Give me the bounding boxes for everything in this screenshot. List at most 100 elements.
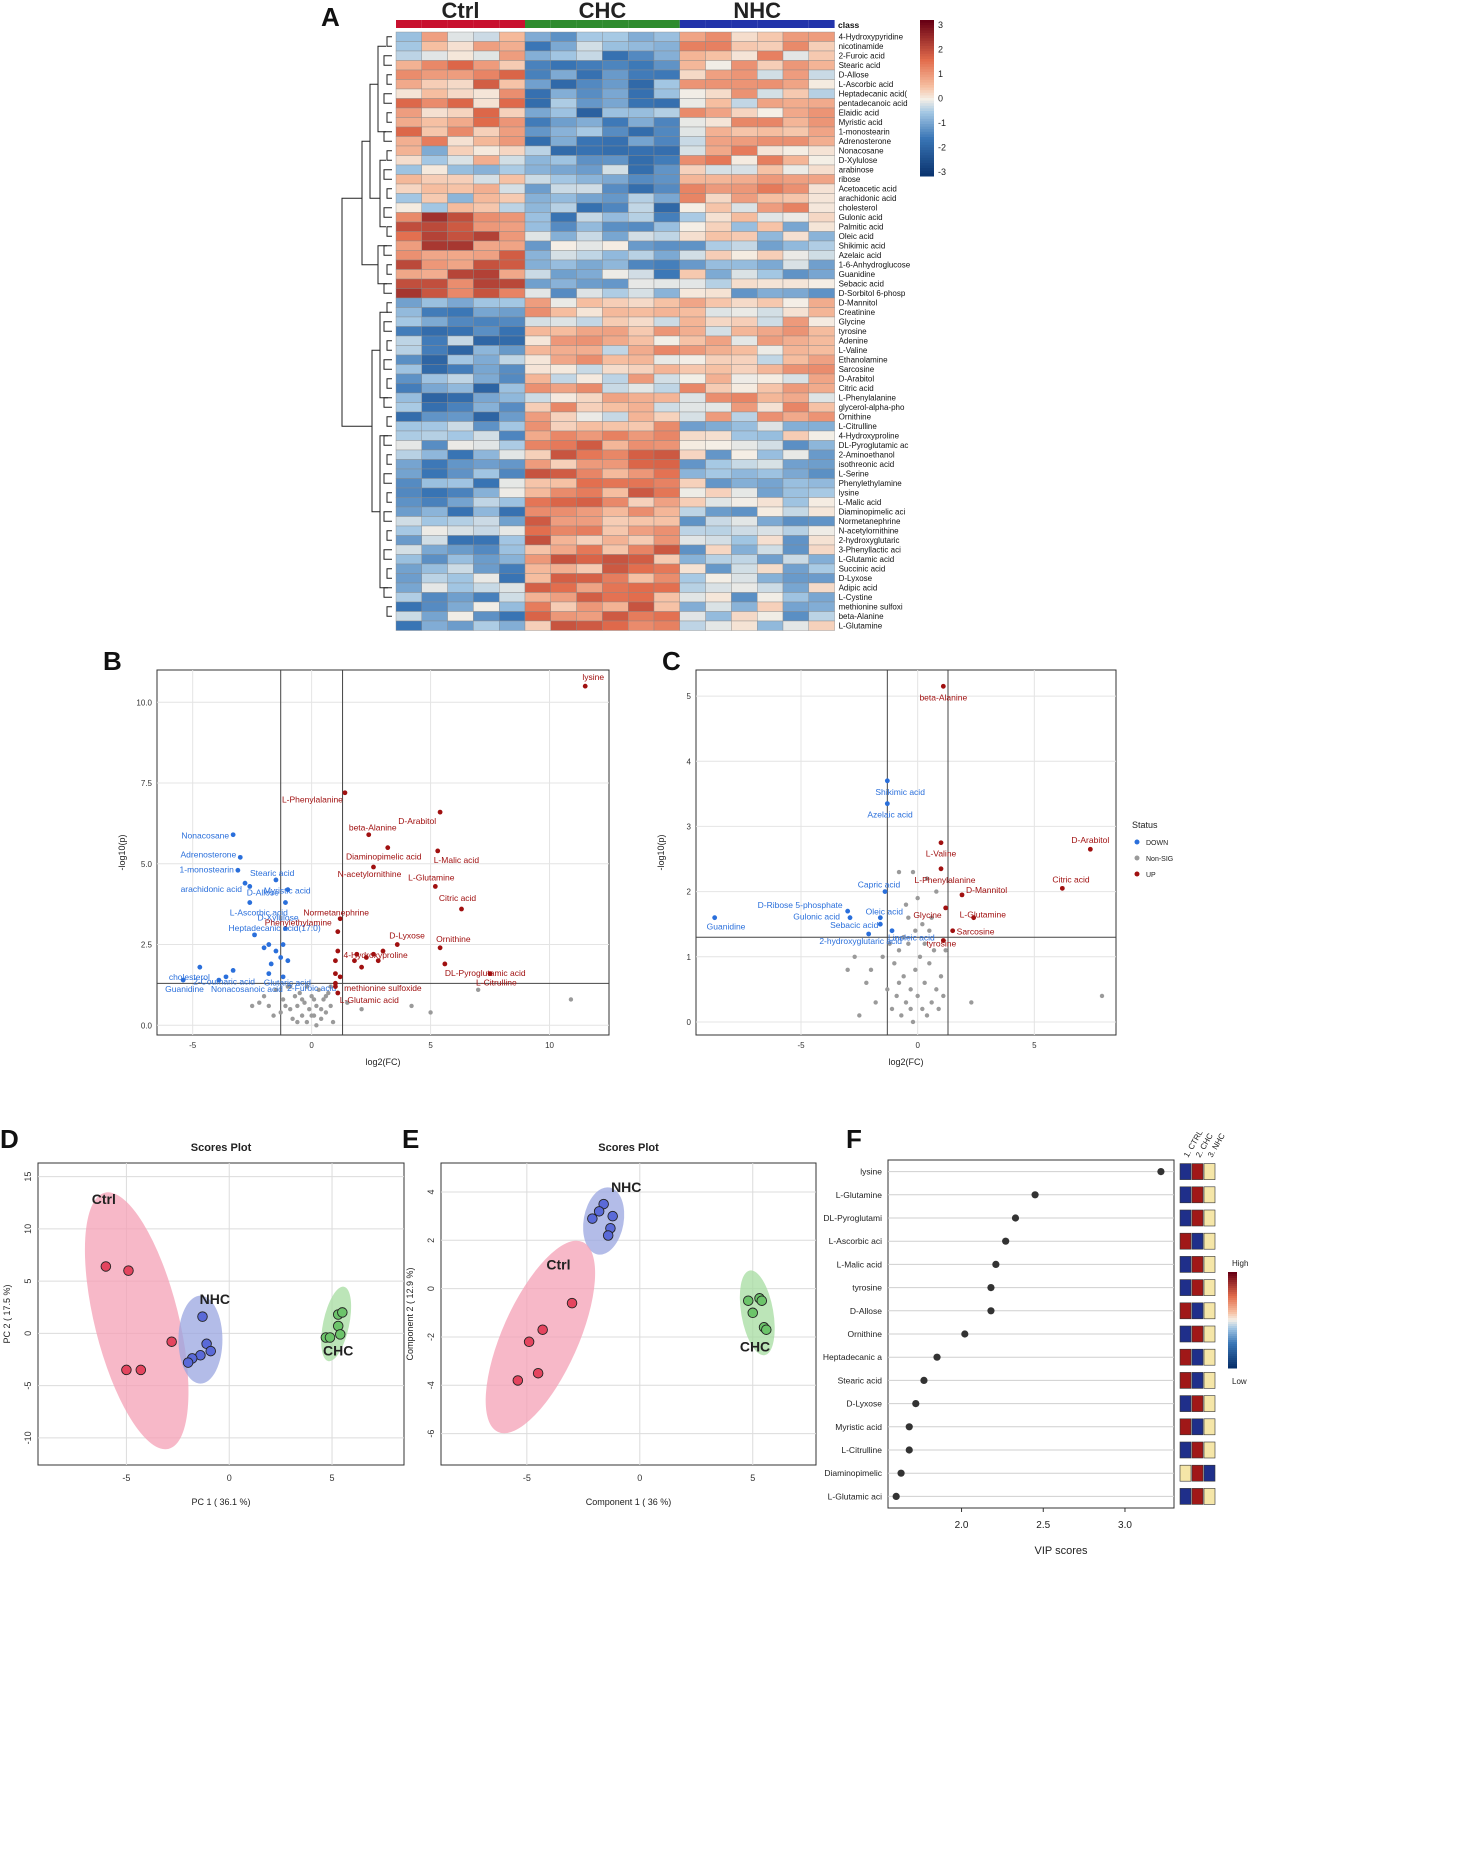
heatmap-cell bbox=[447, 155, 474, 166]
heatmap-cell bbox=[447, 430, 474, 441]
heatmap-cell bbox=[395, 316, 422, 327]
heatmap-row-label: Shikimic acid bbox=[839, 242, 886, 251]
heatmap-cell bbox=[447, 41, 474, 52]
heatmap-cell bbox=[447, 582, 474, 593]
dendrogram-branch bbox=[383, 169, 392, 180]
nonsig-point bbox=[901, 935, 906, 940]
heatmap-cell bbox=[628, 240, 655, 251]
heatmap-cell bbox=[705, 421, 732, 432]
color-scale-tick: -3 bbox=[938, 167, 946, 177]
heatmap-cell bbox=[705, 107, 732, 118]
heatmap-cell bbox=[653, 573, 680, 584]
heatmap-cell bbox=[395, 136, 422, 147]
heatmap-cell bbox=[731, 525, 758, 536]
heatmap-cell bbox=[550, 430, 577, 441]
heatmap-cell bbox=[550, 88, 577, 99]
heatmap-cell bbox=[447, 402, 474, 413]
heatmap-cell bbox=[576, 411, 603, 422]
heatmap-row-label: 1-6-Anhydroglucose bbox=[839, 261, 911, 270]
heatmap-cell bbox=[628, 506, 655, 517]
nonsig-point bbox=[927, 928, 932, 933]
heatmap-cell bbox=[679, 459, 706, 470]
heatmap-cell bbox=[679, 478, 706, 489]
vip-legend-step bbox=[1228, 1290, 1237, 1293]
heatmap-cell bbox=[395, 326, 422, 337]
vip-tile bbox=[1191, 1209, 1204, 1227]
heatmap-cell bbox=[731, 107, 758, 118]
heatmap-cell bbox=[705, 145, 732, 156]
heatmap-cell bbox=[395, 373, 422, 384]
heatmap-cell bbox=[757, 592, 784, 603]
vip-tile bbox=[1179, 1256, 1192, 1273]
nonsig-point bbox=[887, 941, 892, 946]
down-point bbox=[866, 931, 872, 937]
up-point bbox=[342, 790, 348, 796]
vip-legend-step bbox=[1228, 1276, 1237, 1279]
heatmap-cell bbox=[757, 69, 784, 80]
score-point bbox=[335, 1329, 346, 1340]
heatmap-cell bbox=[705, 278, 732, 289]
heatmap-cell bbox=[628, 50, 655, 61]
nonsig-point bbox=[906, 941, 911, 946]
heatmap-cell bbox=[395, 506, 422, 517]
heatmap-cell bbox=[679, 126, 706, 137]
vip-dot bbox=[892, 1492, 900, 1500]
heatmap-cell bbox=[550, 497, 577, 508]
heatmap-cell bbox=[447, 516, 474, 527]
heatmap-cell bbox=[576, 373, 603, 384]
heatmap-cell bbox=[731, 117, 758, 128]
down-point bbox=[273, 948, 279, 954]
dendrogram-branch bbox=[383, 435, 392, 446]
heatmap-cell bbox=[705, 601, 732, 612]
heatmap-cell bbox=[602, 117, 629, 128]
down-point-label: D-Xylulose bbox=[257, 913, 298, 923]
vip-feature-label: DL-Pyroglutami bbox=[823, 1213, 882, 1223]
score-point bbox=[100, 1261, 112, 1272]
heatmap-cell bbox=[679, 440, 706, 451]
heatmap-cell bbox=[473, 411, 500, 422]
score-point bbox=[607, 1210, 618, 1222]
heatmap-cell bbox=[576, 221, 603, 232]
score-point bbox=[602, 1230, 614, 1241]
up-point bbox=[1087, 846, 1093, 852]
heatmap-cell bbox=[679, 506, 706, 517]
heatmap-cell bbox=[731, 50, 758, 61]
vip-legend-step bbox=[1228, 1294, 1237, 1297]
heatmap-cell bbox=[550, 326, 577, 337]
heatmap-cell bbox=[628, 392, 655, 403]
heatmap-cell bbox=[421, 440, 448, 451]
vip-tile bbox=[1179, 1186, 1192, 1204]
nonsig-point bbox=[288, 1006, 293, 1012]
color-scale-step bbox=[920, 139, 934, 143]
heatmap-row-label: D-Mannitol bbox=[839, 299, 878, 308]
heatmap-cell bbox=[757, 554, 784, 565]
heatmap-cell bbox=[782, 392, 809, 403]
heatmap-cell bbox=[782, 316, 809, 327]
heatmap-cell bbox=[499, 468, 526, 479]
heatmap-cell bbox=[576, 88, 603, 99]
heatmap-cell bbox=[395, 231, 422, 242]
heatmap-cell bbox=[499, 79, 526, 90]
vip-legend-high: High bbox=[1232, 1259, 1248, 1268]
heatmap-cell bbox=[782, 193, 809, 204]
vip-dot bbox=[897, 1469, 905, 1477]
heatmap-cell bbox=[524, 535, 551, 546]
dendrogram-branch bbox=[383, 587, 392, 598]
heatmap-cell bbox=[550, 335, 577, 346]
heatmap-cell bbox=[808, 145, 835, 156]
heatmap-cell bbox=[473, 164, 500, 175]
up-point bbox=[938, 866, 944, 872]
dendrogram-branch bbox=[386, 188, 392, 199]
heatmap-cell bbox=[808, 31, 835, 42]
heatmap-cell bbox=[679, 601, 706, 612]
heatmap-cell bbox=[576, 98, 603, 109]
score-point bbox=[747, 1307, 758, 1319]
heatmap-cell bbox=[421, 535, 448, 546]
vip-dot bbox=[1002, 1237, 1010, 1245]
group-label: CHC bbox=[323, 1342, 353, 1358]
heatmap-cell bbox=[395, 468, 422, 479]
heatmap-row-label: glycerol-alpha-pho bbox=[839, 403, 905, 412]
heatmap-cell bbox=[550, 126, 577, 137]
heatmap-cell bbox=[731, 468, 758, 479]
heatmap-cell bbox=[782, 554, 809, 565]
